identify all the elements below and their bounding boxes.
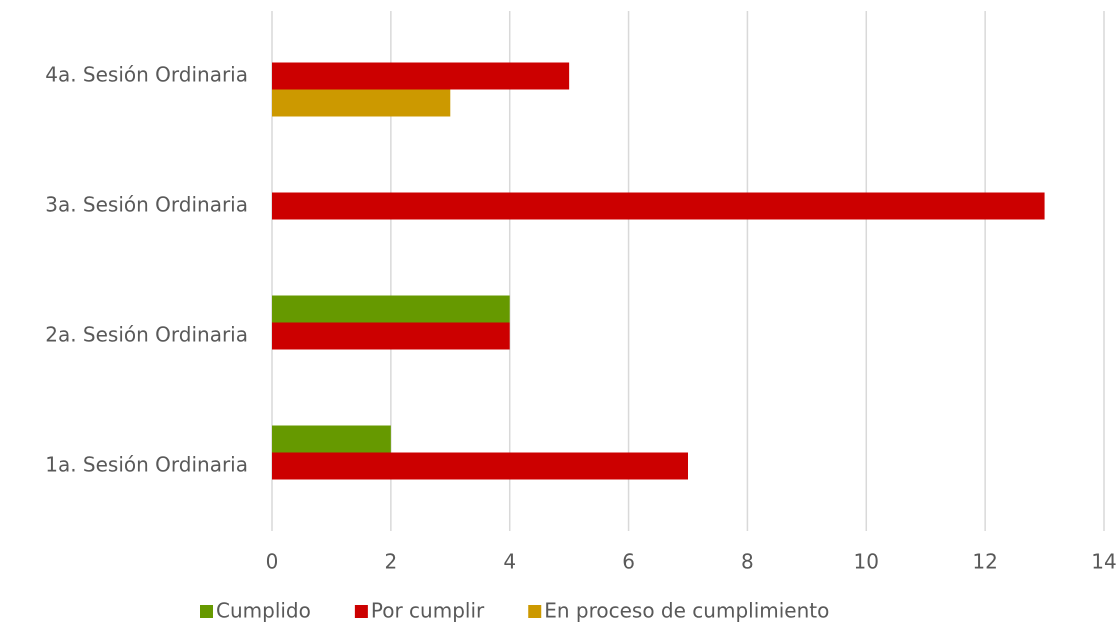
bar xyxy=(272,295,510,323)
legend-swatch xyxy=(528,605,542,618)
y-tick-label: 3a. Sesión Ordinaria xyxy=(45,193,248,217)
bar xyxy=(272,322,510,350)
bar xyxy=(272,89,451,117)
bar xyxy=(272,192,1045,220)
x-tick-label: 8 xyxy=(741,550,754,574)
bar xyxy=(272,452,688,480)
x-tick-label: 10 xyxy=(854,550,879,574)
x-tick-label: 14 xyxy=(1091,550,1116,574)
x-tick-label: 0 xyxy=(266,550,279,574)
y-tick-label: 1a. Sesión Ordinaria xyxy=(45,453,248,477)
bar xyxy=(272,425,391,453)
bar xyxy=(272,62,570,90)
x-tick-label: 4 xyxy=(503,550,516,574)
legend-label: Cumplido xyxy=(216,599,311,623)
legend-label: En proceso de cumplimiento xyxy=(544,599,829,623)
legend-swatch xyxy=(354,605,368,618)
x-tick-label: 2 xyxy=(384,550,397,574)
legend-swatch xyxy=(200,605,213,618)
legend-label: Por cumplir xyxy=(371,599,485,623)
x-tick-label: 6 xyxy=(622,550,635,574)
y-tick-label: 2a. Sesión Ordinaria xyxy=(45,323,248,347)
y-tick-label: 4a. Sesión Ordinaria xyxy=(45,63,248,87)
x-tick-label: 12 xyxy=(972,550,997,574)
